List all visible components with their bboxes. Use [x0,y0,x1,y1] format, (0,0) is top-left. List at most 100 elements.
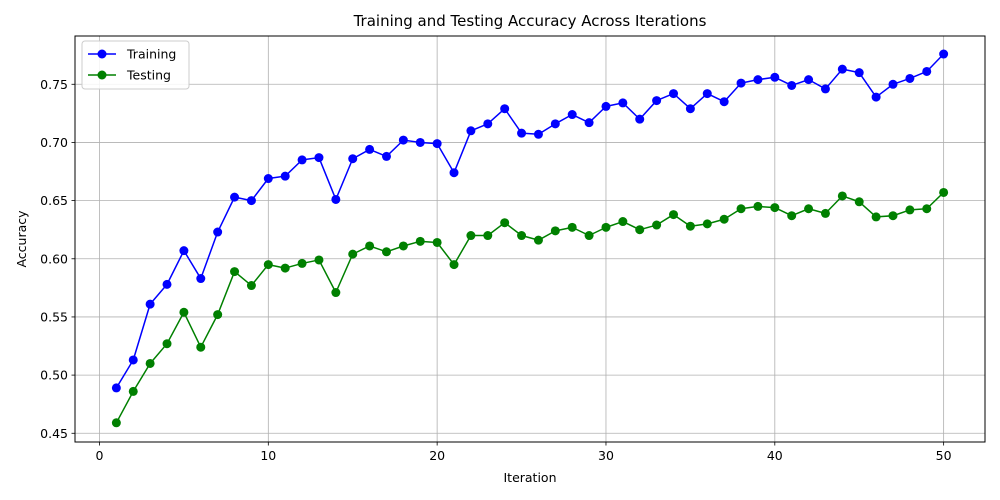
y-axis-title: Accuracy [14,210,29,268]
data-point-training [500,104,510,114]
data-point-training [196,274,206,284]
data-point-training [483,119,493,129]
data-point-training [280,171,290,181]
legend: Training Testing [81,40,190,90]
data-point-testing [365,241,375,251]
data-point-training [736,78,746,88]
data-point-testing [381,247,391,257]
data-point-testing [263,260,273,270]
plot-frame [74,35,986,443]
data-point-testing [348,249,358,259]
data-point-testing [432,237,442,247]
legend-marker-testing [97,70,107,80]
data-point-training [415,137,425,147]
data-point-testing [162,339,172,349]
data-point-training [449,168,459,178]
x-tick-label: 20 [429,448,445,463]
data-point-training [314,153,324,163]
y-tick-label: 0.65 [40,193,68,208]
data-point-training [517,128,527,138]
data-point-training [888,79,898,89]
data-point-testing [618,217,628,227]
data-point-testing [888,211,898,221]
series-layer [111,49,949,428]
data-point-training [567,110,577,120]
data-point-training [770,72,780,82]
data-point-testing [213,310,223,320]
x-tick-label: 50 [936,448,952,463]
data-point-training [905,73,915,83]
data-point-training [820,84,830,94]
y-tick-label: 0.55 [40,309,68,324]
data-point-training [787,80,797,90]
data-point-testing [280,263,290,273]
data-point-testing [787,211,797,221]
data-point-testing [415,236,425,246]
data-point-training [702,89,712,99]
x-tick-label: 10 [260,448,276,463]
data-point-training [685,104,695,114]
data-point-training [145,299,155,309]
data-point-testing [533,235,543,245]
data-point-training [230,192,240,202]
data-point-testing [466,231,476,241]
y-tick-label: 0.75 [40,77,68,92]
data-point-testing [702,219,712,229]
data-point-training [432,139,442,149]
data-point-training [348,154,358,164]
data-point-testing [804,204,814,214]
data-point-testing [770,203,780,213]
series-testing [111,187,949,428]
data-point-training [635,114,645,124]
y-tick-label: 0.50 [40,368,68,383]
data-point-training [179,246,189,256]
data-point-training [365,144,375,154]
data-point-testing [246,281,256,291]
data-point-testing [297,258,307,268]
data-point-training [804,75,814,85]
x-tick-label: 40 [767,448,783,463]
data-point-testing [196,342,206,352]
data-point-testing [331,288,341,298]
data-point-testing [500,218,510,228]
data-point-training [246,196,256,206]
data-point-testing [652,220,662,230]
y-tick-label: 0.60 [40,251,68,266]
data-point-testing [685,221,695,231]
data-point-testing [939,187,949,197]
data-point-testing [584,231,594,241]
data-point-training [584,118,594,128]
x-axis-title: Iteration [503,470,556,485]
data-point-testing [128,386,138,396]
chart-title: Training and Testing Accuracy Across Ite… [353,12,707,30]
data-point-training [837,64,847,74]
data-point-testing [567,222,577,232]
data-point-testing [854,197,864,207]
data-point-testing [719,214,729,224]
x-tick-label: 30 [598,448,614,463]
data-point-training [297,155,307,165]
data-point-testing [871,212,881,222]
data-point-training [652,96,662,106]
data-point-training [939,49,949,59]
series-training [111,49,949,393]
data-point-training [601,101,611,111]
data-point-testing [820,208,830,218]
data-point-training [550,119,560,129]
data-point-testing [145,358,155,368]
data-point-training [719,97,729,107]
x-tick-label: 0 [96,448,104,463]
data-point-training [213,227,223,237]
data-point-testing [398,241,408,251]
data-point-training [263,174,273,184]
legend-box [81,40,190,90]
data-point-training [854,68,864,78]
legend-marker-training [97,49,107,59]
data-point-testing [922,204,932,214]
data-point-testing [550,226,560,236]
data-point-testing [669,210,679,220]
data-point-training [466,126,476,136]
data-point-training [618,98,628,108]
data-point-training [871,92,881,102]
